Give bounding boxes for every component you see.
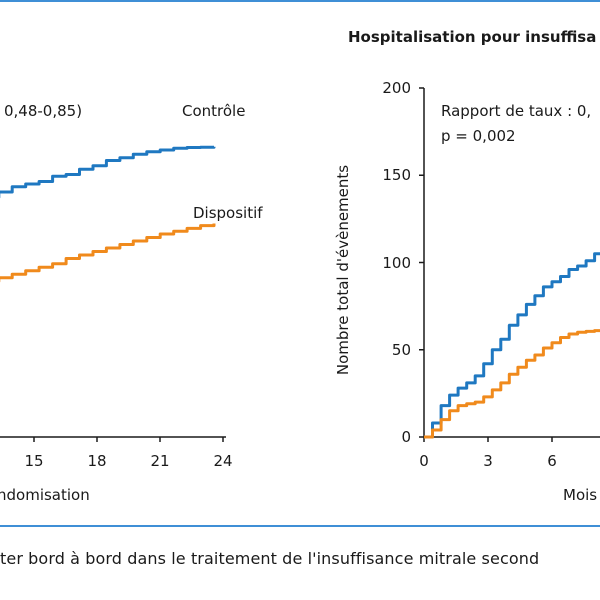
left-x-tick-label-15: 15 (24, 452, 43, 470)
right-y-tick-label-0: 0 (401, 428, 411, 446)
right-x-tick-label-6: 6 (547, 452, 557, 470)
figure-caption: ter bord à bord dans le traitement de l'… (0, 549, 540, 568)
bottom-frame-line (0, 525, 600, 527)
left-legend-device: Dispositif (193, 204, 263, 222)
right-series-device-line (424, 329, 600, 439)
left-chart: 15 18 21 24 ndomisation 0,48-0,85) Contr… (0, 102, 263, 504)
right-chart-title: Hospitalisation pour insuffisa (348, 28, 596, 46)
right-y-tick-labels: 0 50 100 150 200 (382, 79, 411, 446)
left-x-tick-label-18: 18 (87, 452, 106, 470)
right-x-tick-label-3: 3 (483, 452, 493, 470)
left-legend-control: Contrôle (182, 102, 245, 120)
right-y-tick-label-100: 100 (382, 254, 411, 272)
right-chart: Hospitalisation pour insuffisa 0 50 100 … (334, 28, 600, 504)
right-y-tick-label-150: 150 (382, 166, 411, 184)
left-x-axis-label: ndomisation (0, 486, 90, 504)
figure-canvas: 15 18 21 24 ndomisation 0,48-0,85) Contr… (0, 28, 600, 504)
right-annotation-rate-ratio: Rapport de taux : 0, (441, 102, 591, 120)
left-x-ticks (33, 437, 224, 442)
right-y-axis-label: Nombre total d'évènements (334, 165, 352, 375)
right-x-tick-label-0: 0 (419, 452, 429, 470)
right-y-tick-label-50: 50 (392, 341, 411, 359)
right-series-control-line (424, 252, 600, 439)
right-y-ticks (419, 87, 424, 438)
top-frame-line (0, 0, 600, 2)
right-y-tick-label-200: 200 (382, 79, 411, 97)
right-x-axis-label: Mois (563, 486, 597, 504)
left-x-tick-label-21: 21 (150, 452, 169, 470)
right-annotation-p-value: p = 0,002 (441, 127, 516, 145)
right-x-tick-labels: 0 3 6 (419, 452, 557, 470)
left-annotation-ci: 0,48-0,85) (4, 102, 82, 120)
left-x-tick-labels: 15 18 21 24 (24, 452, 232, 470)
left-series-device-line (0, 223, 216, 283)
left-x-tick-label-24: 24 (213, 452, 232, 470)
left-series-control-line (0, 145, 216, 199)
